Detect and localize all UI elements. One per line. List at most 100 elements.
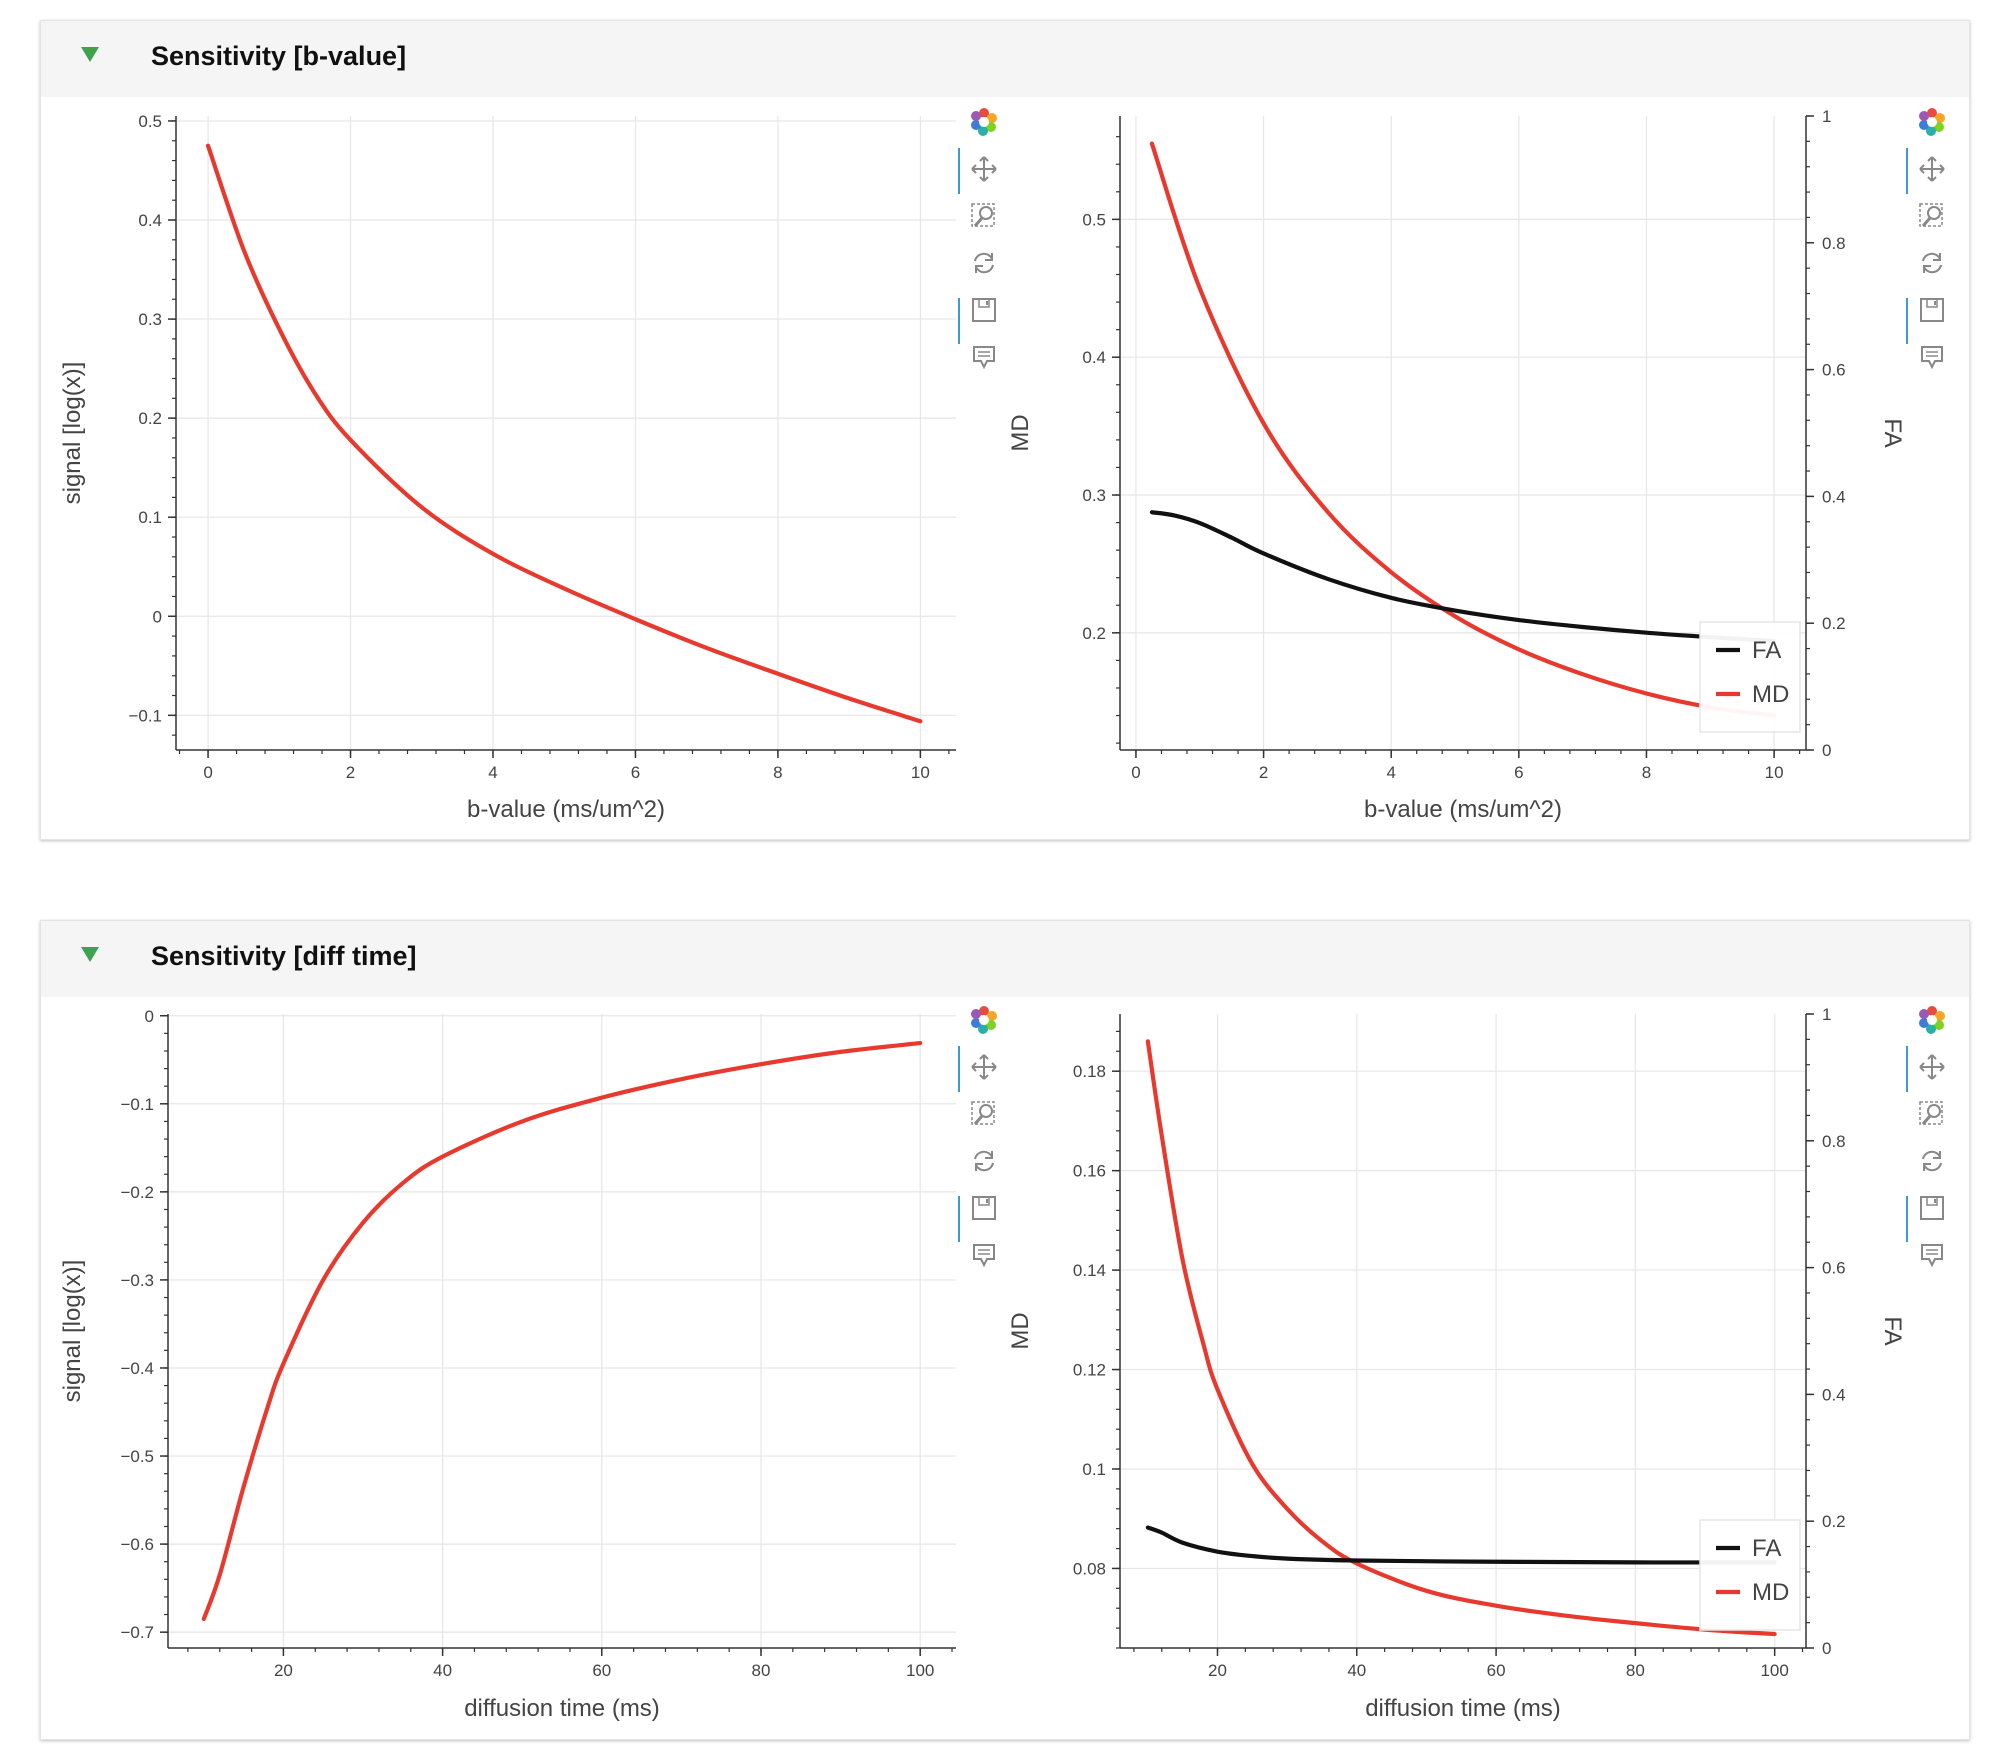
panel-header[interactable]: Sensitivity [b-value] (41, 21, 1969, 97)
y2-tick-label: 0.6 (1822, 361, 1846, 380)
hover-icon[interactable] (970, 343, 998, 371)
y-tick-label: 0.18 (1073, 1062, 1106, 1081)
hover-icon[interactable] (1918, 1241, 1946, 1269)
x-tick-label: 10 (1765, 763, 1784, 782)
save-icon[interactable] (1918, 296, 1946, 324)
pan-icon[interactable] (970, 1053, 998, 1081)
panel-header[interactable]: Sensitivity [diff time] (41, 921, 1969, 997)
collapse-triangle-icon[interactable] (81, 947, 99, 962)
y-tick-label: 0.16 (1073, 1162, 1106, 1181)
box-zoom-icon[interactable] (970, 1100, 998, 1128)
x-tick-label: 0 (203, 763, 212, 782)
series-line-md (1145, 1039, 1777, 1637)
x-tick-label: 6 (1514, 763, 1523, 782)
reset-icon[interactable] (1918, 249, 1946, 277)
y2-tick-label: 0.4 (1822, 1385, 1846, 1404)
y-tick-label: 0.3 (138, 310, 162, 329)
y-tick-label: −0.7 (120, 1623, 154, 1642)
y-tick-label: −0.2 (120, 1183, 154, 1202)
x-tick-label: 80 (1626, 1661, 1645, 1680)
legend-label-md: MD (1752, 1579, 1789, 1606)
active-tool-indicator (1906, 148, 1908, 194)
y-tick-label: 0.08 (1073, 1559, 1106, 1578)
series-line-md (1149, 141, 1777, 718)
series-line-fa (1145, 1525, 1777, 1565)
x-tick-label: 40 (1347, 1661, 1366, 1680)
reset-icon[interactable] (1918, 1147, 1946, 1175)
y2-tick-label: 0 (1822, 1639, 1831, 1658)
y-tick-label: −0.4 (120, 1359, 154, 1378)
save-icon[interactable] (970, 1194, 998, 1222)
panel-title: Sensitivity [b-value] (151, 41, 407, 71)
y-axis-label: MD (1007, 414, 1034, 451)
x-axis-label: diffusion time (ms) (464, 1695, 660, 1722)
x-tick-label: 80 (752, 1661, 771, 1680)
x-tick-label: 8 (773, 763, 782, 782)
y-tick-label: 0.2 (1082, 624, 1106, 643)
active-tool-indicator (1906, 298, 1908, 344)
x-axis-label: b-value (ms/um^2) (467, 796, 665, 823)
bokeh-logo-icon[interactable] (970, 1006, 998, 1034)
x-tick-label: 60 (592, 1661, 611, 1680)
legend-box (1699, 1519, 1801, 1631)
y2-axis-label: FA (1879, 1316, 1906, 1345)
chart-3 (1112, 1013, 1814, 1656)
y-tick-label: 0.5 (1082, 210, 1106, 229)
hover-icon[interactable] (1918, 343, 1946, 371)
y-tick-label: 0.1 (138, 508, 162, 527)
legend-label-md: MD (1752, 681, 1789, 708)
bokeh-logo-icon[interactable] (970, 108, 998, 136)
active-tool-indicator (958, 1196, 960, 1242)
x-tick-label: 8 (1642, 763, 1651, 782)
x-tick-label: 4 (488, 763, 497, 782)
x-tick-label: 10 (911, 763, 930, 782)
active-tool-indicator (958, 298, 960, 344)
active-tool-indicator (1906, 1046, 1908, 1092)
y-tick-label: 0 (145, 1007, 154, 1026)
box-zoom-icon[interactable] (1918, 1100, 1946, 1128)
x-tick-label: 4 (1386, 763, 1395, 782)
y-axis-label: signal [log(x)] (59, 1260, 86, 1403)
panel-title: Sensitivity [diff time] (151, 941, 417, 971)
y2-tick-label: 1 (1822, 107, 1831, 126)
save-icon[interactable] (1918, 1194, 1946, 1222)
bokeh-logo-icon[interactable] (1918, 108, 1946, 136)
chart-1 (1112, 115, 1814, 758)
box-zoom-icon[interactable] (970, 202, 998, 230)
reset-icon[interactable] (970, 1147, 998, 1175)
x-tick-label: 100 (906, 1661, 934, 1680)
x-tick-label: 100 (1760, 1661, 1788, 1680)
y-tick-label: 0 (153, 607, 162, 626)
y2-tick-label: 0 (1822, 741, 1831, 760)
panel-diff-time: Sensitivity [diff time] (40, 920, 1970, 1740)
pan-icon[interactable] (970, 155, 998, 183)
reset-icon[interactable] (970, 249, 998, 277)
pan-icon[interactable] (1918, 1053, 1946, 1081)
hover-icon[interactable] (970, 1241, 998, 1269)
bokeh-logo-icon[interactable] (1918, 1006, 1946, 1034)
y-axis-label: MD (1007, 1312, 1034, 1349)
active-tool-indicator (958, 1046, 960, 1092)
x-tick-label: 2 (1259, 763, 1268, 782)
y-tick-label: 0.1 (1082, 1460, 1106, 1479)
save-icon[interactable] (970, 296, 998, 324)
y-tick-label: 0.12 (1073, 1361, 1106, 1380)
panel-b-value: Sensitivity [b-value] (40, 20, 1970, 840)
collapse-triangle-icon[interactable] (81, 47, 99, 62)
plot-toolbar (958, 1006, 1002, 1276)
y2-axis-label: FA (1879, 418, 1906, 447)
plot-toolbar (1906, 108, 1950, 378)
chart-2 (160, 1014, 956, 1656)
active-tool-indicator (958, 148, 960, 194)
y-tick-label: −0.1 (128, 706, 162, 725)
y-tick-label: 0.4 (1082, 348, 1106, 367)
y2-tick-label: 0.4 (1822, 487, 1846, 506)
box-zoom-icon[interactable] (1918, 202, 1946, 230)
x-tick-label: 20 (274, 1661, 293, 1680)
y-tick-label: 0.2 (138, 409, 162, 428)
x-axis-label: b-value (ms/um^2) (1364, 796, 1562, 823)
series-line-fa (1149, 510, 1777, 644)
pan-icon[interactable] (1918, 155, 1946, 183)
series-line-signal (201, 1040, 923, 1622)
